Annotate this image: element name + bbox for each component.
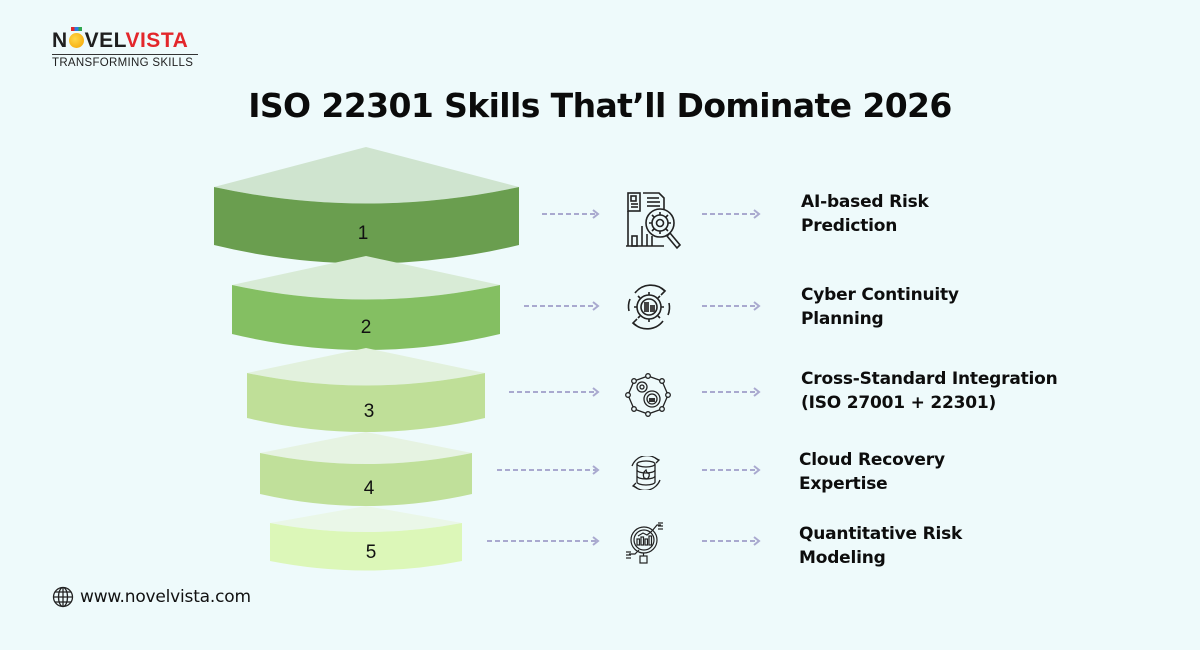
cloud-database-recovery-icon: [631, 456, 661, 490]
page-title: ISO 22301 Skills That’ll Dominate 2026: [248, 86, 952, 125]
logo-divider: [52, 54, 198, 55]
continuity-cycle-icon: [627, 284, 671, 330]
logo-o-globe-icon: [68, 27, 84, 48]
brand-logo: N VELVISTA TRANSFORMING SKILLS: [52, 27, 212, 69]
funnel-layer-2: [232, 256, 500, 350]
layer-number-4: 4: [363, 478, 375, 499]
funnel-layer-4: [260, 432, 472, 506]
footer-website[interactable]: www.novelvista.com: [52, 586, 251, 608]
layer-number-3: 3: [363, 401, 375, 422]
skill-label-3: Cross-Standard Integration (ISO 27001 + …: [801, 369, 1058, 413]
skill-label-4: Cloud Recovery Expertise: [799, 450, 945, 494]
funnel-layer-1: [214, 147, 519, 264]
funnel-layer-5: [270, 506, 462, 571]
skill-label-5: Quantitative Risk Modeling: [799, 524, 963, 568]
globe-icon: [52, 586, 74, 608]
integration-network-icon: [625, 373, 671, 417]
brand-tagline: TRANSFORMING SKILLS: [52, 57, 194, 69]
brand-wordmark: N VELVISTA: [52, 27, 189, 52]
layer-number-5: 5: [365, 542, 377, 563]
website-link[interactable]: www.novelvista.com: [80, 587, 251, 607]
layer-number-2: 2: [360, 317, 372, 338]
risk-analysis-icon: [626, 192, 682, 250]
quantitative-analysis-icon: [626, 522, 663, 564]
layer-number-1: 1: [357, 223, 369, 244]
funnel-layer-3: [247, 348, 485, 432]
skill-label-2: Cyber Continuity Planning: [801, 285, 959, 329]
skill-label-1: AI-based Risk Prediction: [801, 192, 929, 236]
